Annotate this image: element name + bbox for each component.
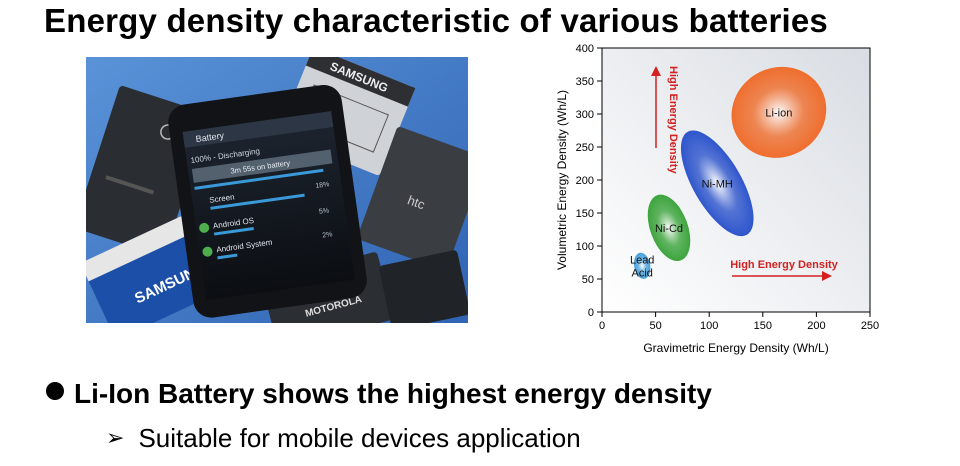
- battery-region-blob: [647, 194, 691, 262]
- y-tick-label: 400: [576, 43, 594, 55]
- x-tick-label: 200: [807, 320, 825, 332]
- horizontal-arrow-head-icon: [822, 271, 832, 281]
- y-tick-label: 100: [576, 241, 594, 253]
- slide-title: Energy density characteristic of various…: [44, 2, 828, 39]
- battery-screen-title: Battery: [195, 130, 225, 144]
- y-tick-label: 250: [576, 142, 594, 154]
- x-tick-label: 50: [649, 320, 661, 332]
- sub-bullet-text: Suitable for mobile devices application: [138, 423, 581, 453]
- x-axis-label: Gravimetric Energy Density (Wh/L): [643, 341, 828, 355]
- energy-density-chart: 0 50 100 150 200 250 300 350 400 0 50 100 150 200 250 G…: [555, 43, 879, 355]
- region-label: Acid: [631, 267, 652, 279]
- usage-percent: 5%: [319, 207, 330, 215]
- vertical-arrow-head-icon: [651, 66, 661, 76]
- bullet-dot-icon: [46, 382, 64, 400]
- bullet-point: Li-Ion Battery shows the highest energy …: [46, 378, 712, 410]
- region-label: Ni-MH: [702, 178, 733, 190]
- battery-region-blob: [680, 130, 754, 237]
- battery-htc: htc: [357, 126, 468, 270]
- region-label: Ni-Cd: [655, 223, 683, 235]
- y-tick-label: 150: [576, 208, 594, 220]
- y-tick-label: 200: [576, 175, 594, 187]
- sub-bullet-point: ➢ Suitable for mobile devices application: [106, 423, 581, 454]
- x-tick-label: 150: [754, 320, 772, 332]
- region-label: Li-ion: [765, 107, 792, 119]
- horizontal-annotation: High Energy Density: [730, 259, 838, 271]
- usage-percent: 18%: [315, 181, 330, 190]
- x-tick-label: 100: [700, 320, 718, 332]
- x-tick-label: 250: [861, 320, 879, 332]
- usage-percent: 2%: [322, 231, 333, 239]
- brand-label: htc: [406, 192, 428, 212]
- y-tick-label: 350: [576, 76, 594, 88]
- battery-region-blob: [633, 252, 651, 279]
- android-phone: Battery 100% - Discharging 3m 55s on bat…: [168, 85, 367, 318]
- y-tick-label: 0: [588, 307, 594, 319]
- usage-label: Screen: [209, 192, 235, 204]
- y-axis-label: Volumetric Energy Density (Wh/L): [555, 90, 569, 270]
- batteries-photo: SAMSUNG SAMSUNG htc MOTOROLA Battery 100…: [86, 57, 468, 323]
- bullet-text: Li-Ion Battery shows the highest energy …: [74, 378, 712, 409]
- arrow-right-icon: ➢: [106, 425, 125, 450]
- y-tick-label: 300: [576, 109, 594, 121]
- vertical-annotation: High Energy Density: [667, 66, 679, 174]
- x-tick-label: 0: [599, 320, 605, 332]
- region-label: Lead: [630, 254, 654, 266]
- battery-region-blob: [731, 66, 827, 158]
- y-tick-label: 50: [582, 274, 594, 286]
